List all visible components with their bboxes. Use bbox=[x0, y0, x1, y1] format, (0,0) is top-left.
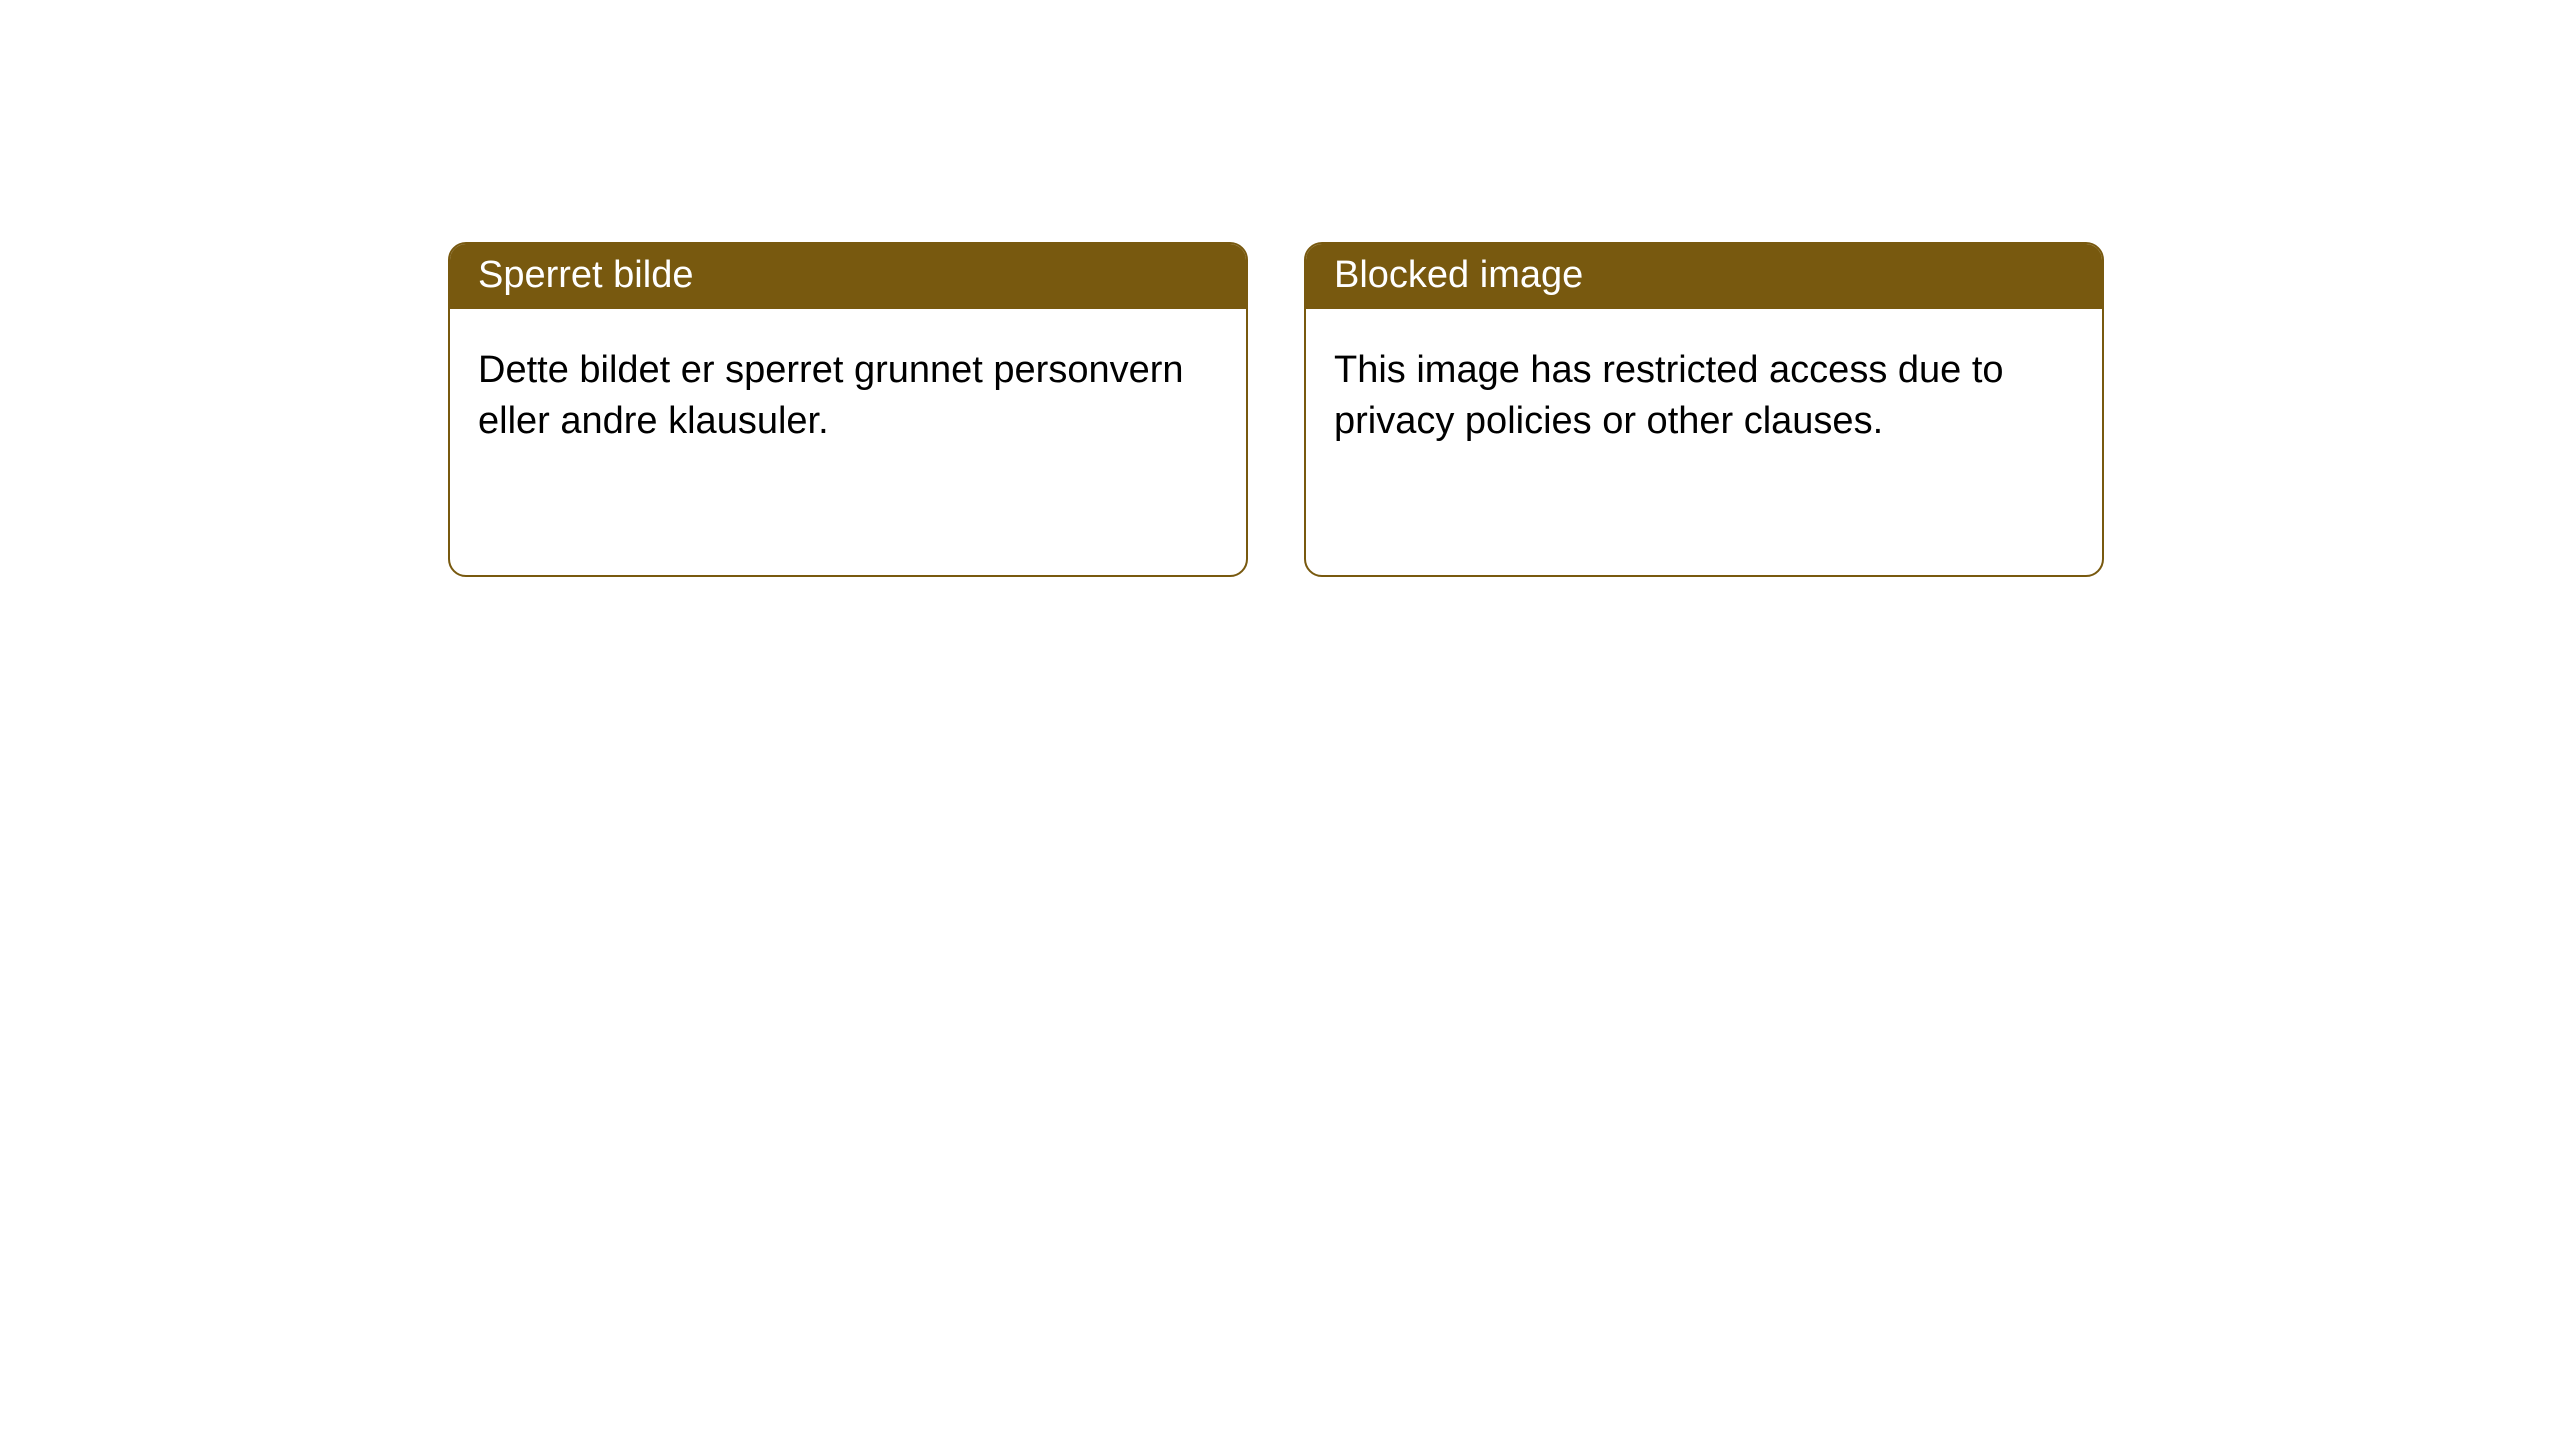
card-body-no: Dette bildet er sperret grunnet personve… bbox=[450, 309, 1246, 476]
notice-cards-container: Sperret bilde Dette bildet er sperret gr… bbox=[0, 0, 2560, 577]
card-title-no: Sperret bilde bbox=[450, 244, 1246, 309]
blocked-image-card-en: Blocked image This image has restricted … bbox=[1304, 242, 2104, 577]
card-title-en: Blocked image bbox=[1306, 244, 2102, 309]
card-body-en: This image has restricted access due to … bbox=[1306, 309, 2102, 476]
blocked-image-card-no: Sperret bilde Dette bildet er sperret gr… bbox=[448, 242, 1248, 577]
